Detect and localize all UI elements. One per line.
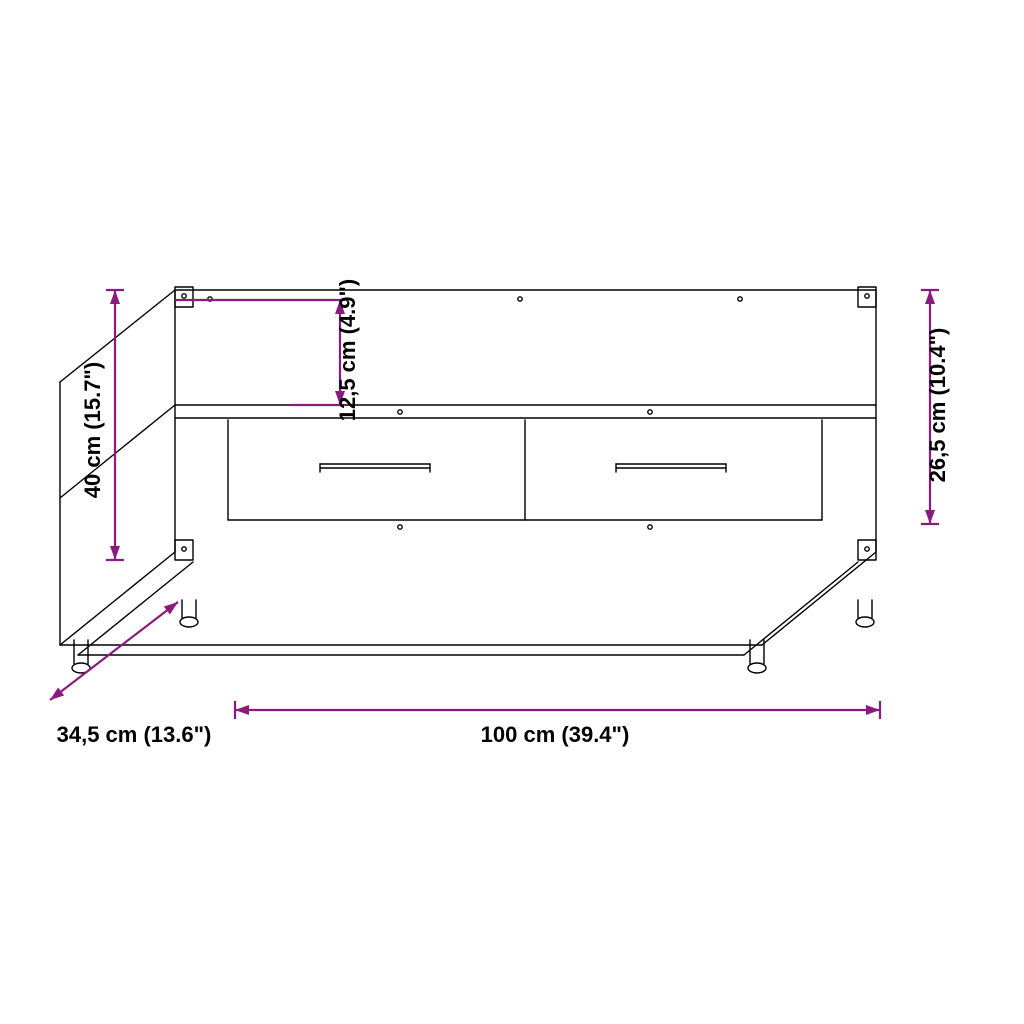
fastener-dot [518, 297, 522, 301]
dimension-depth: 34,5 cm (13.6") [50, 602, 211, 747]
fastener-dot [738, 297, 742, 301]
dimension-height_total: 40 cm (15.7") [80, 290, 124, 560]
furniture-edge [78, 562, 193, 655]
dimension-label: 100 cm (39.4") [481, 722, 630, 747]
dimension-line [50, 602, 178, 700]
dimension-arrowhead [164, 602, 178, 614]
dimension-arrowhead [110, 546, 120, 560]
fastener-dot [865, 294, 869, 298]
fastener-dot [182, 294, 186, 298]
dimension-shelf_gap: 12,5 cm (4.9") [175, 279, 360, 422]
furniture-edge [744, 562, 858, 655]
dimension-arrowhead [235, 705, 249, 715]
dimension-layer: 40 cm (15.7") 12,5 cm (4.9") 26,5 cm (10.4… [50, 279, 950, 747]
fastener-dot [865, 547, 869, 551]
foot-pad [856, 617, 874, 627]
dimension-label: 34,5 cm (13.6") [57, 722, 212, 747]
dimension-body_height: 26,5 cm (10.4") [921, 290, 950, 524]
furniture-edge [762, 552, 876, 645]
fastener-dot [648, 410, 652, 414]
furniture-lineart [60, 287, 876, 673]
dimension-label: 26,5 cm (10.4") [925, 328, 950, 483]
dimension-label: 12,5 cm (4.9") [335, 279, 360, 422]
fastener-dot [398, 525, 402, 529]
fastener-dot [398, 410, 402, 414]
dimension-label: 40 cm (15.7") [80, 362, 105, 498]
dimension-arrowhead [50, 688, 64, 700]
dimension-width: 100 cm (39.4") [235, 701, 880, 747]
dimension-arrowhead [925, 510, 935, 524]
furniture-edge [858, 540, 876, 560]
fastener-dot [648, 525, 652, 529]
dimension-arrowhead [925, 290, 935, 304]
foot-pad [748, 663, 766, 673]
furniture-edge [60, 405, 175, 498]
dimension-arrowhead [866, 705, 880, 715]
foot-pad [180, 617, 198, 627]
furniture-edge [175, 540, 193, 560]
dimension-arrowhead [110, 290, 120, 304]
fastener-dot [182, 547, 186, 551]
furniture-edge [60, 552, 175, 645]
